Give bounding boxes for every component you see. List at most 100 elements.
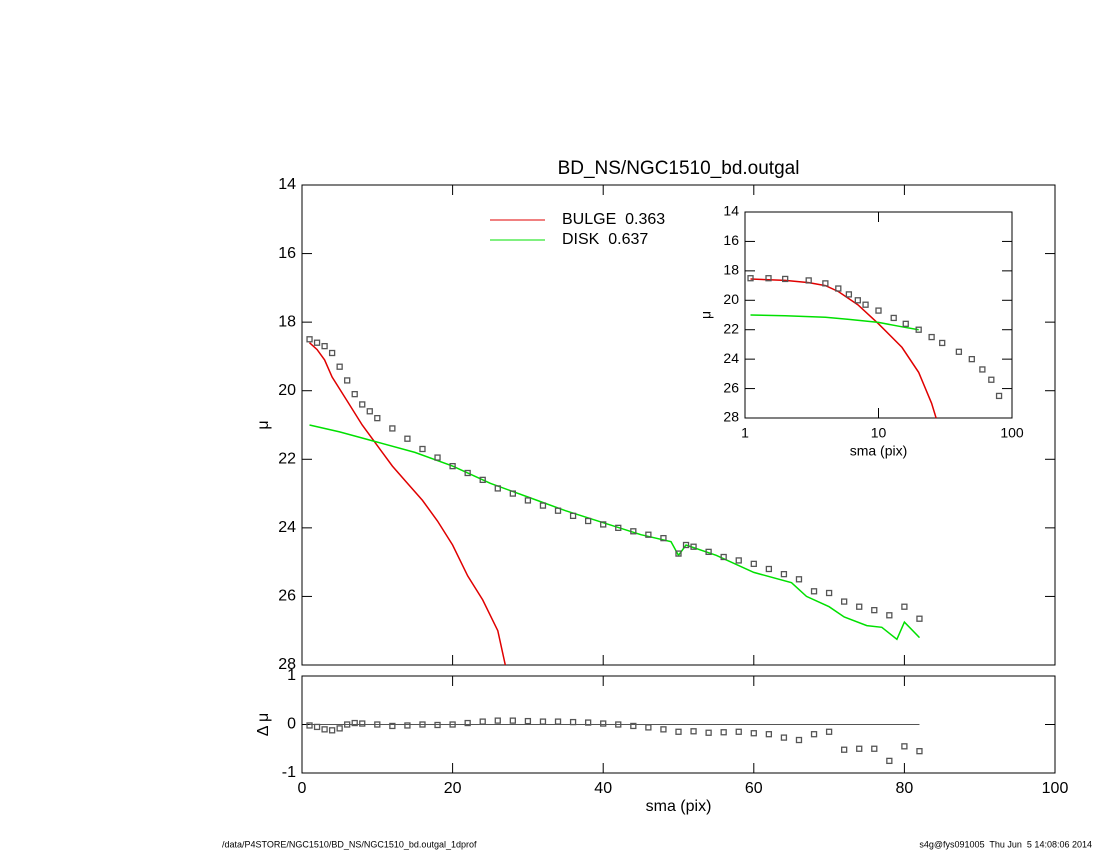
data-point xyxy=(916,748,923,755)
data-point xyxy=(554,718,562,725)
data-point xyxy=(645,724,652,731)
data-point xyxy=(306,336,313,343)
data-point xyxy=(705,548,712,556)
data-point xyxy=(630,528,637,535)
data-point xyxy=(675,550,682,557)
chart-title: BD_NS/NGC1510_bd.outgal xyxy=(558,158,800,179)
data-point xyxy=(675,728,682,735)
data-point xyxy=(871,606,878,614)
data-point xyxy=(524,717,532,725)
data-point xyxy=(404,435,411,442)
data-point xyxy=(630,722,637,730)
data-point xyxy=(988,376,995,383)
data-point xyxy=(328,349,336,357)
data-point xyxy=(862,301,869,308)
data-point xyxy=(419,721,426,728)
y-tick-label: 0 xyxy=(287,716,296,733)
data-point xyxy=(871,745,878,752)
model-line xyxy=(309,424,921,641)
data-point xyxy=(584,517,592,525)
data-point xyxy=(875,307,882,314)
data-point xyxy=(660,726,667,733)
y-tick-label: 1 xyxy=(287,667,296,684)
data-point xyxy=(720,729,727,736)
data-point xyxy=(539,502,547,509)
data-point xyxy=(765,565,773,573)
data-point xyxy=(359,720,366,727)
data-point xyxy=(747,275,754,282)
y-tick-label: 22 xyxy=(278,451,296,468)
data-point xyxy=(464,469,471,477)
data-point xyxy=(306,722,313,729)
data-point xyxy=(584,719,592,726)
legend-label: BULGE 0.363 xyxy=(562,211,665,228)
data-point xyxy=(750,730,757,737)
data-point xyxy=(419,445,426,453)
legend-label: DISK 0.637 xyxy=(562,231,648,248)
y-tick-label: 16 xyxy=(723,232,739,248)
x-tick-label: 100 xyxy=(1000,425,1024,441)
y-tick-label: -1 xyxy=(282,764,296,781)
x-tick-label: 0 xyxy=(298,780,307,797)
data-point xyxy=(765,731,773,738)
data-point xyxy=(901,603,908,610)
data-point xyxy=(569,512,577,520)
x-tick-label: 80 xyxy=(896,780,914,797)
data-point xyxy=(600,720,607,727)
data-point xyxy=(720,553,727,561)
data-point xyxy=(374,414,381,422)
data-point xyxy=(539,718,547,725)
x-axis-label: sma (pix) xyxy=(646,798,712,815)
data-point xyxy=(845,291,853,298)
data-point xyxy=(449,721,456,728)
data-point xyxy=(569,718,577,726)
data-point xyxy=(886,757,893,765)
data-point xyxy=(795,736,803,744)
data-point xyxy=(805,277,812,284)
data-point xyxy=(615,721,622,728)
y-tick-label: 24 xyxy=(278,519,296,536)
y-tick-label: 20 xyxy=(723,291,739,307)
data-point xyxy=(615,524,622,532)
data-point xyxy=(856,745,863,752)
footer-left: /data/P4STORE/NGC1510/BD_NS/NGC1510_bd.o… xyxy=(222,839,477,849)
x-tick-label: 10 xyxy=(871,425,887,441)
model-line xyxy=(750,278,937,419)
data-point xyxy=(313,723,321,731)
data-point xyxy=(509,490,516,497)
y-tick-label: 28 xyxy=(723,409,739,425)
data-point xyxy=(434,721,441,729)
data-point xyxy=(389,425,396,432)
data-point xyxy=(968,355,975,363)
data-point xyxy=(886,612,893,619)
data-point xyxy=(735,728,742,735)
data-point xyxy=(374,721,381,728)
y-tick-label: 26 xyxy=(723,379,739,395)
data-point xyxy=(795,576,803,583)
data-point xyxy=(494,485,501,492)
data-point xyxy=(313,339,321,346)
data-point xyxy=(782,275,789,283)
data-point xyxy=(825,728,833,735)
data-point xyxy=(660,534,667,542)
data-point xyxy=(916,615,923,622)
y-tick-label: 14 xyxy=(723,203,739,219)
data-point xyxy=(351,390,358,398)
y-tick-label: 16 xyxy=(278,245,296,262)
y-axis-label: Δ μ xyxy=(255,713,272,736)
data-point xyxy=(682,541,690,549)
data-point xyxy=(901,743,908,750)
data-point xyxy=(328,727,336,734)
data-point xyxy=(955,348,963,355)
data-point xyxy=(351,719,358,727)
footer-right: s4g@fys091005 Thu Jun 5 14:08:06 2014 xyxy=(919,839,1092,849)
x-tick-label: 40 xyxy=(594,780,612,797)
data-point xyxy=(645,531,652,538)
data-point xyxy=(494,717,501,724)
data-point xyxy=(690,728,697,735)
data-point xyxy=(825,589,833,597)
data-point xyxy=(449,462,456,470)
y-axis-label: μ xyxy=(255,420,272,429)
data-point xyxy=(765,275,772,282)
data-point xyxy=(690,543,697,550)
